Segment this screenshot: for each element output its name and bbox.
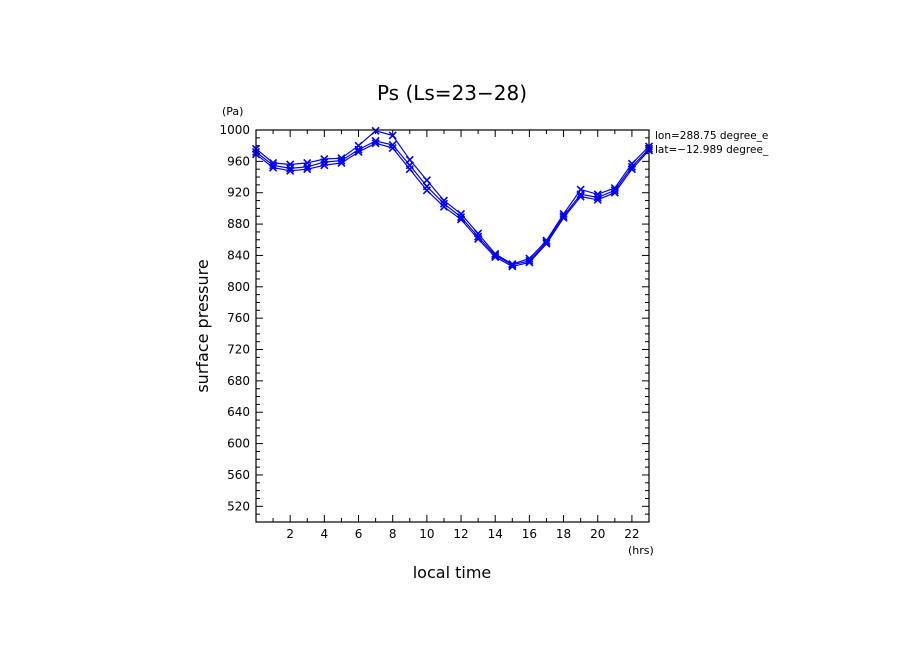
data-point xyxy=(508,262,517,271)
y-tick-label: 600 xyxy=(227,437,250,451)
y-tick-label: 640 xyxy=(227,405,250,419)
data-point xyxy=(525,258,534,267)
plot-frame xyxy=(255,129,650,523)
y-tick-label: 680 xyxy=(227,374,250,388)
data-point xyxy=(610,188,619,197)
y-tick-label: 880 xyxy=(227,217,250,231)
data-point xyxy=(405,155,414,164)
series-line-1 xyxy=(255,140,650,266)
x-tick-label: 20 xyxy=(590,527,605,541)
chart-title: Ps (Ls=23−28) xyxy=(377,81,527,105)
annotation-lon: lon=288.75 degree_e xyxy=(655,130,768,142)
x-tick-label: 22 xyxy=(624,527,639,541)
data-point xyxy=(422,186,431,195)
x-tick-label: 18 xyxy=(556,527,571,541)
data-point xyxy=(542,236,551,245)
x-axis-unit: (hrs) xyxy=(628,544,654,557)
x-tick-label: 10 xyxy=(419,527,434,541)
data-point xyxy=(559,213,568,222)
y-axis-label: surface pressure xyxy=(193,259,212,392)
data-point xyxy=(456,215,466,224)
data-point xyxy=(320,154,329,164)
data-point xyxy=(303,165,312,174)
data-point xyxy=(627,162,636,171)
series-layer xyxy=(251,126,654,271)
data-point xyxy=(354,147,363,157)
data-point xyxy=(439,196,449,205)
data-point xyxy=(388,143,397,153)
y-tick-label: 760 xyxy=(227,311,250,325)
data-point xyxy=(439,199,449,208)
annotation-clip-mask xyxy=(779,125,904,160)
annotation-lat: lat=−12.989 degree_ xyxy=(655,144,769,156)
data-point xyxy=(474,232,483,241)
data-point xyxy=(371,136,380,146)
data-point xyxy=(371,126,380,135)
y-tick-label: 800 xyxy=(227,280,250,294)
data-point xyxy=(286,166,295,175)
data-point xyxy=(610,186,619,195)
data-point xyxy=(627,165,636,174)
data-point xyxy=(576,185,585,194)
data-point xyxy=(576,192,585,201)
x-tick-label: 4 xyxy=(321,527,329,541)
data-point xyxy=(542,239,551,248)
y-tick-label: 840 xyxy=(227,248,250,262)
data-point xyxy=(422,176,431,185)
data-point xyxy=(354,141,363,150)
data-point xyxy=(491,252,500,262)
y-axis-unit: (Pa) xyxy=(222,105,243,118)
series-line-3 xyxy=(255,142,650,268)
y-tick-label: 720 xyxy=(227,343,250,357)
x-tick-label: 12 xyxy=(453,527,468,541)
x-tick-label: 8 xyxy=(389,527,397,541)
y-tick-label: 520 xyxy=(227,499,250,513)
y-tick-label: 960 xyxy=(227,154,250,168)
data-point xyxy=(491,249,500,258)
data-point xyxy=(593,195,602,204)
x-axis-label: local time xyxy=(413,563,492,582)
series-line-2 xyxy=(255,130,650,265)
data-point xyxy=(337,158,346,167)
data-point xyxy=(439,202,449,211)
data-point xyxy=(303,158,312,167)
data-point xyxy=(474,234,483,244)
x-tick-label: 14 xyxy=(488,527,503,541)
ticks-layer: 520 560 600 640 680 720 760 800 840 880 920 960 1000… xyxy=(219,123,650,541)
data-point xyxy=(320,161,329,170)
y-tick-label: 560 xyxy=(227,468,250,482)
x-tick-label: 2 xyxy=(286,527,294,541)
data-point xyxy=(405,165,414,174)
data-point xyxy=(371,139,380,148)
x-tick-label: 16 xyxy=(522,527,537,541)
y-tick-label: 920 xyxy=(227,186,250,200)
data-point xyxy=(456,212,466,222)
data-point xyxy=(286,160,295,169)
data-point xyxy=(269,163,278,172)
x-tick-label: 6 xyxy=(355,527,363,541)
data-point xyxy=(388,131,397,140)
y-tick-label: 1000 xyxy=(219,123,250,137)
